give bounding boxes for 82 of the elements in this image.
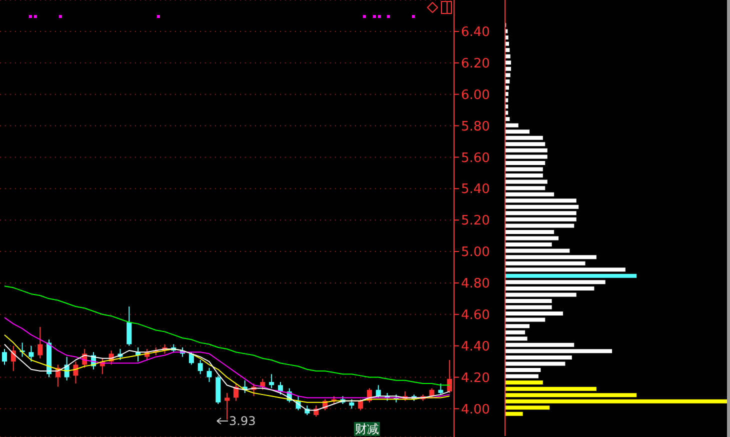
candlestick [438, 383, 444, 396]
bar [505, 318, 546, 322]
bar [505, 73, 510, 78]
bar [505, 355, 572, 360]
candlestick [126, 306, 132, 346]
bar [505, 123, 518, 128]
y-tick-label: 4.00 [461, 402, 490, 418]
candlestick [198, 359, 203, 375]
bar [505, 186, 546, 190]
candlestick [188, 352, 194, 366]
bar [505, 312, 563, 316]
bar [505, 248, 570, 253]
bar [505, 217, 576, 222]
y-tick-label: 4.60 [461, 308, 490, 324]
bar [505, 255, 596, 260]
candlestick [224, 392, 230, 420]
bar [505, 224, 574, 228]
bar [505, 368, 541, 372]
candlestick [269, 374, 274, 389]
y-tick-label: 5.60 [461, 150, 490, 166]
bar [505, 393, 637, 398]
bar [505, 54, 510, 58]
y-tick-label: 6.40 [461, 25, 490, 40]
bar [505, 236, 559, 240]
bar [505, 174, 543, 178]
candlestick [206, 367, 212, 382]
bar [505, 298, 552, 303]
bar [505, 386, 596, 391]
bar [505, 66, 512, 71]
bar [505, 142, 546, 146]
bar [505, 230, 554, 234]
y-tick-label: 4.80 [461, 276, 490, 292]
bar [505, 154, 548, 159]
bar [505, 130, 530, 134]
bar [505, 412, 523, 416]
candlestick [38, 326, 43, 359]
bar [505, 204, 579, 209]
candlestick [278, 381, 283, 396]
bar [505, 180, 548, 184]
bar [505, 167, 543, 172]
candlestick [349, 398, 354, 410]
y-tick-label: 4.20 [461, 370, 490, 386]
candlestick [2, 348, 7, 366]
bar [505, 280, 606, 284]
bar [505, 261, 586, 266]
y-tick-label: 6.20 [461, 56, 490, 72]
bar [505, 242, 552, 247]
bar [505, 292, 576, 297]
candlestick [358, 398, 364, 411]
bar [505, 342, 574, 347]
bar [505, 380, 543, 385]
y-tick-label: 4.40 [461, 339, 490, 354]
bar [505, 60, 512, 65]
bar [505, 192, 554, 196]
candlestick [376, 384, 381, 398]
bar [505, 374, 538, 378]
y-tick-label: 5.40 [461, 182, 490, 198]
annotation: 财减 [354, 422, 380, 436]
bar [505, 160, 546, 165]
bar [505, 330, 526, 334]
bar [505, 336, 528, 341]
annotation: 3.93 [229, 414, 256, 428]
candlestick [28, 345, 34, 362]
candlestick [73, 361, 78, 384]
bar [505, 399, 728, 404]
y-tick-label: 6.00 [461, 88, 490, 103]
bar [505, 286, 594, 290]
bar [505, 136, 543, 140]
bar [505, 268, 626, 272]
bar [505, 324, 530, 328]
bar [505, 148, 548, 152]
candlestick [233, 383, 238, 402]
y-tick-label: 5.00 [461, 245, 490, 260]
bar [505, 211, 576, 216]
bar [505, 406, 550, 410]
bar [505, 198, 576, 203]
y-tick-label: 5.80 [461, 119, 490, 134]
bar [505, 362, 566, 366]
y-tick-label: 5.20 [461, 214, 490, 229]
bar [505, 305, 552, 310]
bar [505, 274, 637, 278]
bar [505, 349, 612, 354]
